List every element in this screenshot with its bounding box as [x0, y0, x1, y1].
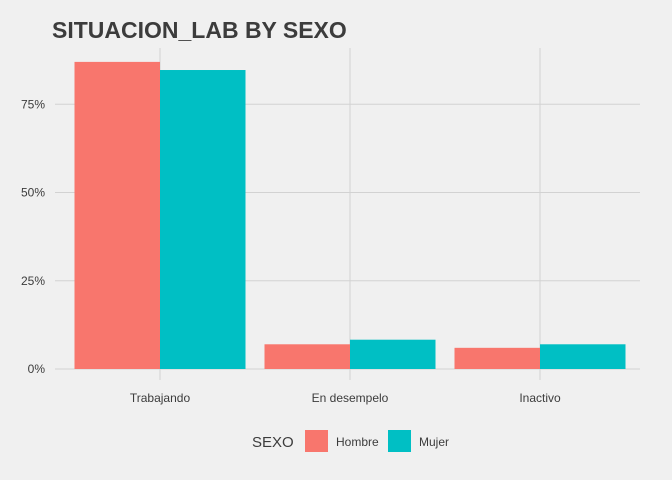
x-tick-label: En desempelo: [312, 391, 389, 405]
legend-swatch-mujer: [388, 430, 411, 452]
y-axis-ticks: 0% 25% 50% 75%: [21, 97, 45, 376]
bar-mujer-trabajando: [160, 70, 246, 369]
y-tick-label: 0%: [28, 362, 46, 376]
chart-title: SITUACION_LAB BY SEXO: [52, 17, 347, 43]
bar-hombre-en-desempelo: [264, 344, 350, 369]
legend-title: SEXO: [252, 434, 294, 451]
bar-mujer-en-desempelo: [350, 339, 436, 369]
x-axis-ticks: Trabajando En desempelo Inactivo: [130, 391, 561, 405]
bars-group: [74, 61, 626, 369]
y-tick-label: 25%: [21, 274, 45, 288]
y-tick-label: 75%: [21, 97, 45, 111]
legend-swatch-hombre: [305, 430, 328, 452]
bar-hombre-inactivo: [454, 347, 540, 369]
y-tick-label: 50%: [21, 186, 45, 200]
legend-label-hombre: Hombre: [336, 435, 379, 449]
legend: SEXO Hombre Mujer: [252, 430, 449, 452]
bar-hombre-trabajando: [74, 61, 160, 369]
legend-label-mujer: Mujer: [419, 435, 449, 449]
x-tick-label: Trabajando: [130, 391, 191, 405]
x-tick-label: Inactivo: [519, 391, 561, 405]
bar-mujer-inactivo: [540, 344, 626, 369]
